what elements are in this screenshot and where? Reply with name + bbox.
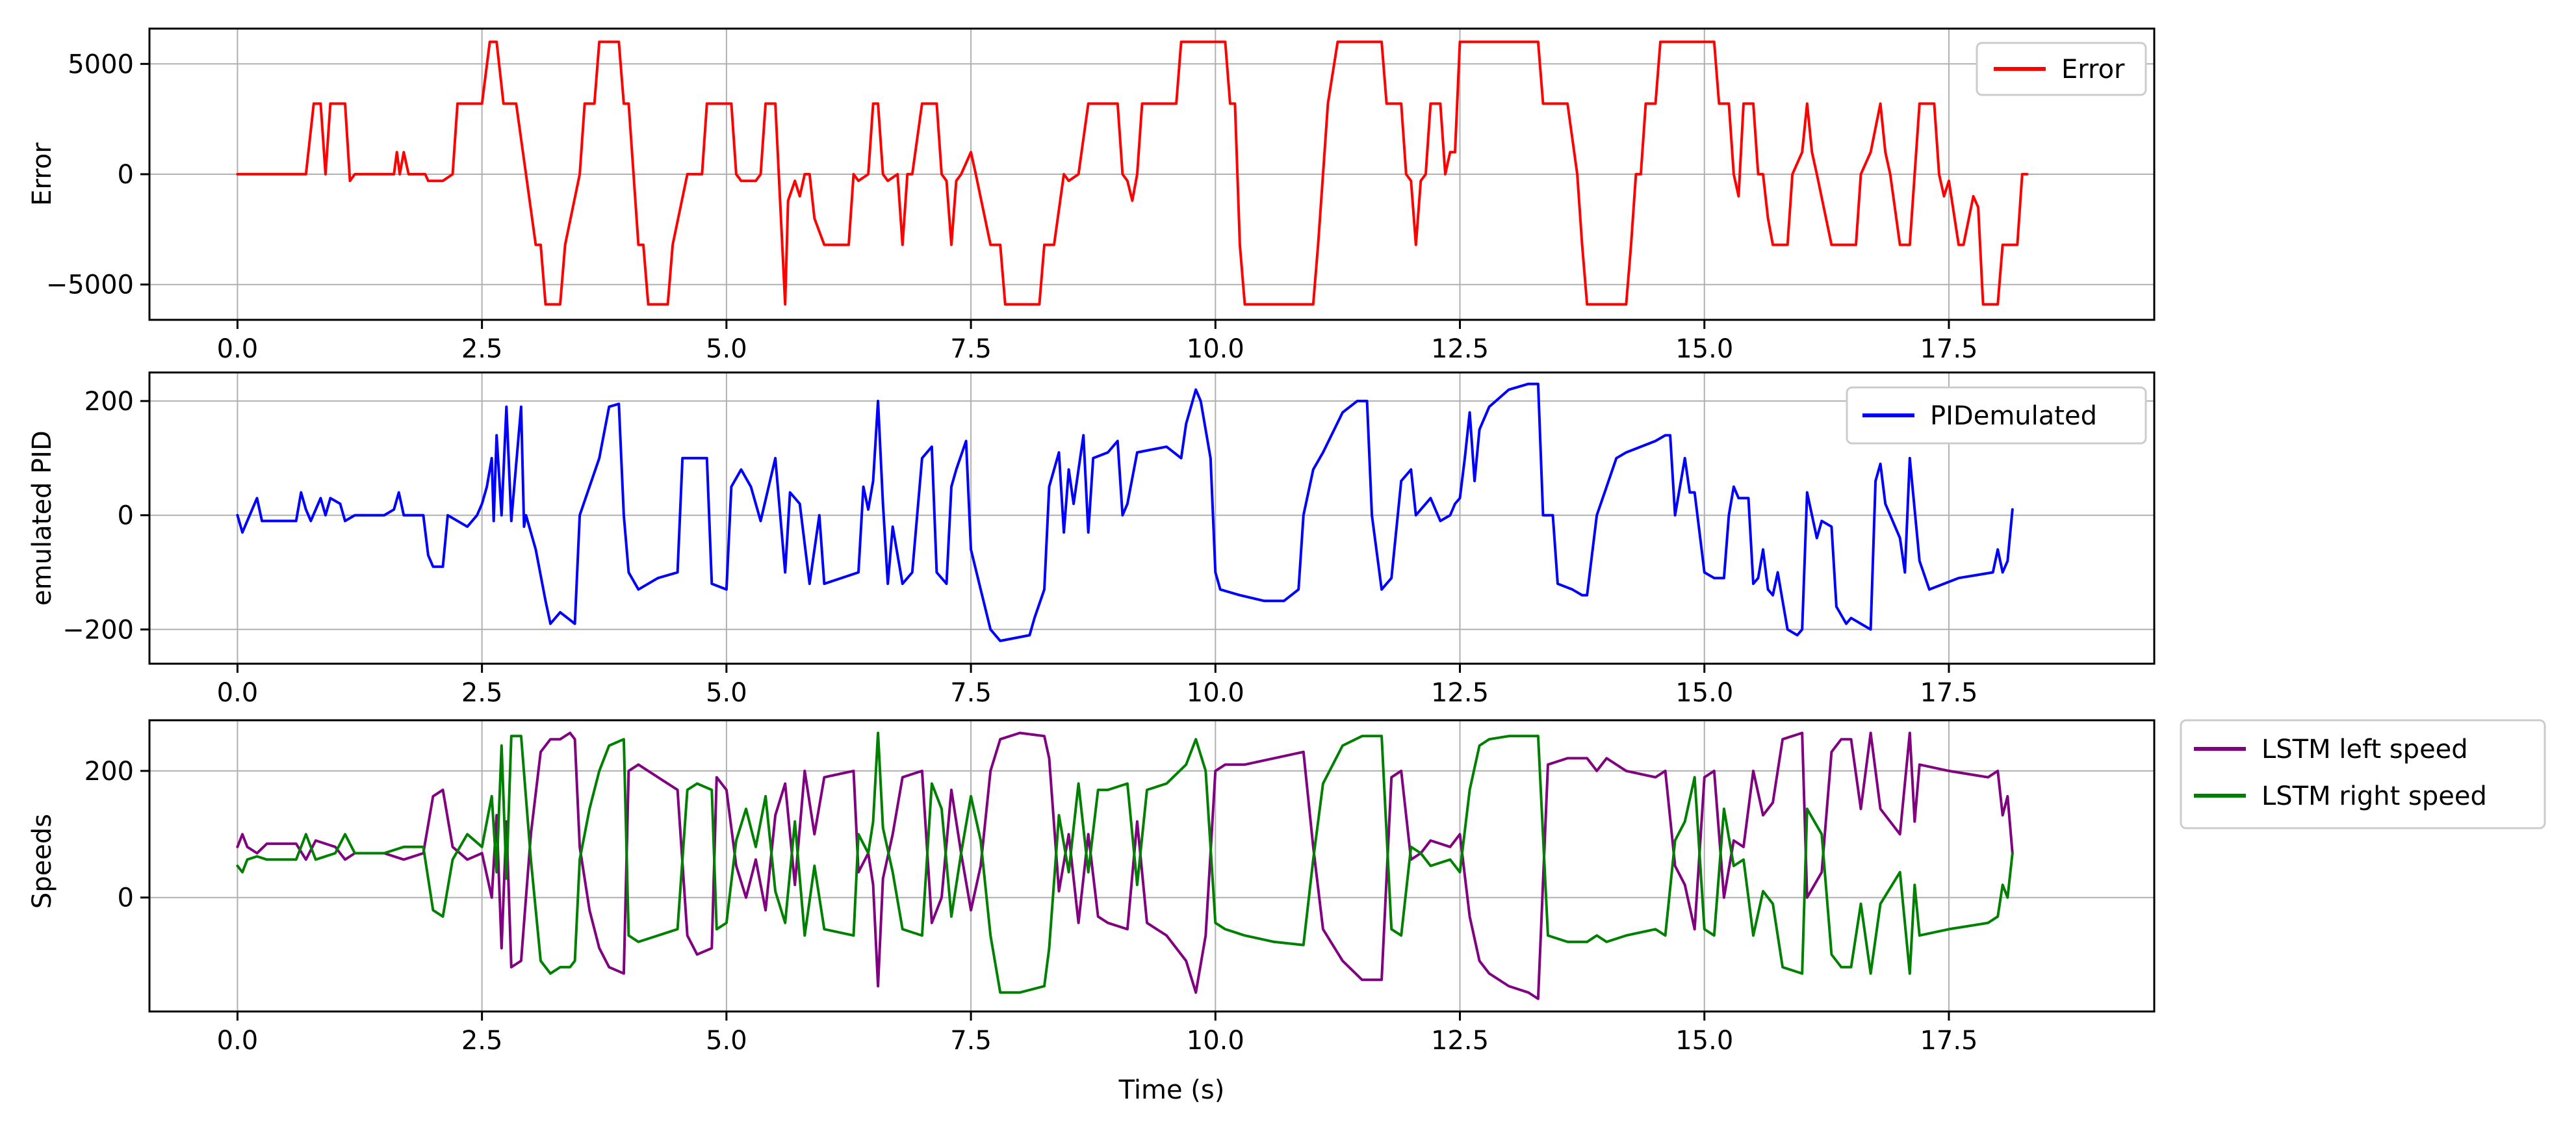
speeds-xtick-label-5: 12.5 [1431,1026,1489,1056]
pid-xtick-label-2: 5.0 [706,678,747,708]
speeds-xtick-label-4: 10.0 [1187,1026,1244,1056]
pid-axes-frame [148,371,2156,665]
speeds-legend-label-left: LSTM left speed [2261,735,2468,764]
pid-xtick-label-7: 17.5 [1920,678,1977,708]
pid-xtick-label-5: 12.5 [1431,678,1489,708]
error-ytick-label-2: 5000 [68,49,134,79]
speeds-legend-box [2180,719,2546,829]
speeds-ytick-label-1: 200 [84,757,134,787]
speeds-xtick-label-3: 7.5 [950,1026,992,1056]
pid-xtick-label-4: 10.0 [1187,678,1244,708]
pid-xtick-label-3: 7.5 [950,678,992,708]
error-xtick-label-1: 2.5 [461,334,503,364]
pid-series-0-line [236,382,2014,642]
error-xtick-label-0: 0.0 [217,334,259,364]
speeds-xtick-label-0: 0.0 [217,1026,259,1056]
error-ylabel: Error [27,142,57,206]
error-xtick-label-5: 12.5 [1431,334,1489,364]
error-xtick-label-6: 15.0 [1675,334,1733,364]
pid-xtick-label-1: 2.5 [461,678,503,708]
pid-plot-area: 0.0 2.5 5.0 7.5 10.0 12.5 15.0 17.5 −200 0 200 [62,371,2156,708]
speeds-ylabel: Speeds [27,814,57,909]
panel-error: 0.0 2.5 5.0 7.5 10.0 12.5 15.0 17.5 −5000 0 5000 E… [27,27,2156,364]
error-xtick-label-4: 10.0 [1187,334,1244,364]
panel-pid: 0.0 2.5 5.0 7.5 10.0 12.5 15.0 17.5 −200 0 200 emu… [27,371,2156,708]
pid-xtick-label-0: 0.0 [217,678,259,708]
pid-legend-box [1846,386,2147,445]
speeds-xtick-label-2: 5.0 [706,1026,747,1056]
pid-ylabel: emulated PID [27,430,57,606]
pid-legend-label: PIDemulated [1930,401,2097,431]
error-legend-label: Error [2061,55,2125,85]
error-series-0-line [236,40,2029,306]
speeds-legend-label-right: LSTM right speed [2261,781,2487,811]
pid-legend: PIDemulated [1846,386,2147,445]
speeds-ytick-label-0: 0 [118,883,134,913]
error-xtick-label-7: 17.5 [1920,334,1977,364]
error-ytick-label-1: 0 [118,160,134,190]
error-ytick-label-0: −5000 [46,270,134,300]
pid-ytick-label-2: 200 [84,387,134,417]
pid-ytick-label-0: −200 [62,615,134,645]
speeds-xtick-label-7: 17.5 [1920,1026,1977,1056]
x-axis-label: Time (s) [1118,1075,1225,1105]
error-xtick-label-3: 7.5 [950,334,992,364]
speeds-axes-frame [148,719,2156,1013]
error-legend-box [1976,42,2147,96]
pid-xtick-label-6: 15.0 [1675,678,1733,708]
error-legend: Error [1976,42,2147,96]
error-plot-area: 0.0 2.5 5.0 7.5 10.0 12.5 15.0 17.5 −5000 0 5000 [46,27,2156,364]
speeds-series-1-line [236,731,2014,994]
speeds-plot-area: 0.0 2.5 5.0 7.5 10.0 12.5 15.0 17.5 0 200 [84,719,2156,1056]
pid-ytick-label-1: 0 [118,501,134,531]
speeds-xtick-label-6: 15.0 [1675,1026,1733,1056]
speeds-xtick-label-1: 2.5 [461,1026,503,1056]
speeds-legend: LSTM left speed LSTM right speed [2180,719,2546,829]
error-xtick-label-2: 5.0 [706,334,747,364]
